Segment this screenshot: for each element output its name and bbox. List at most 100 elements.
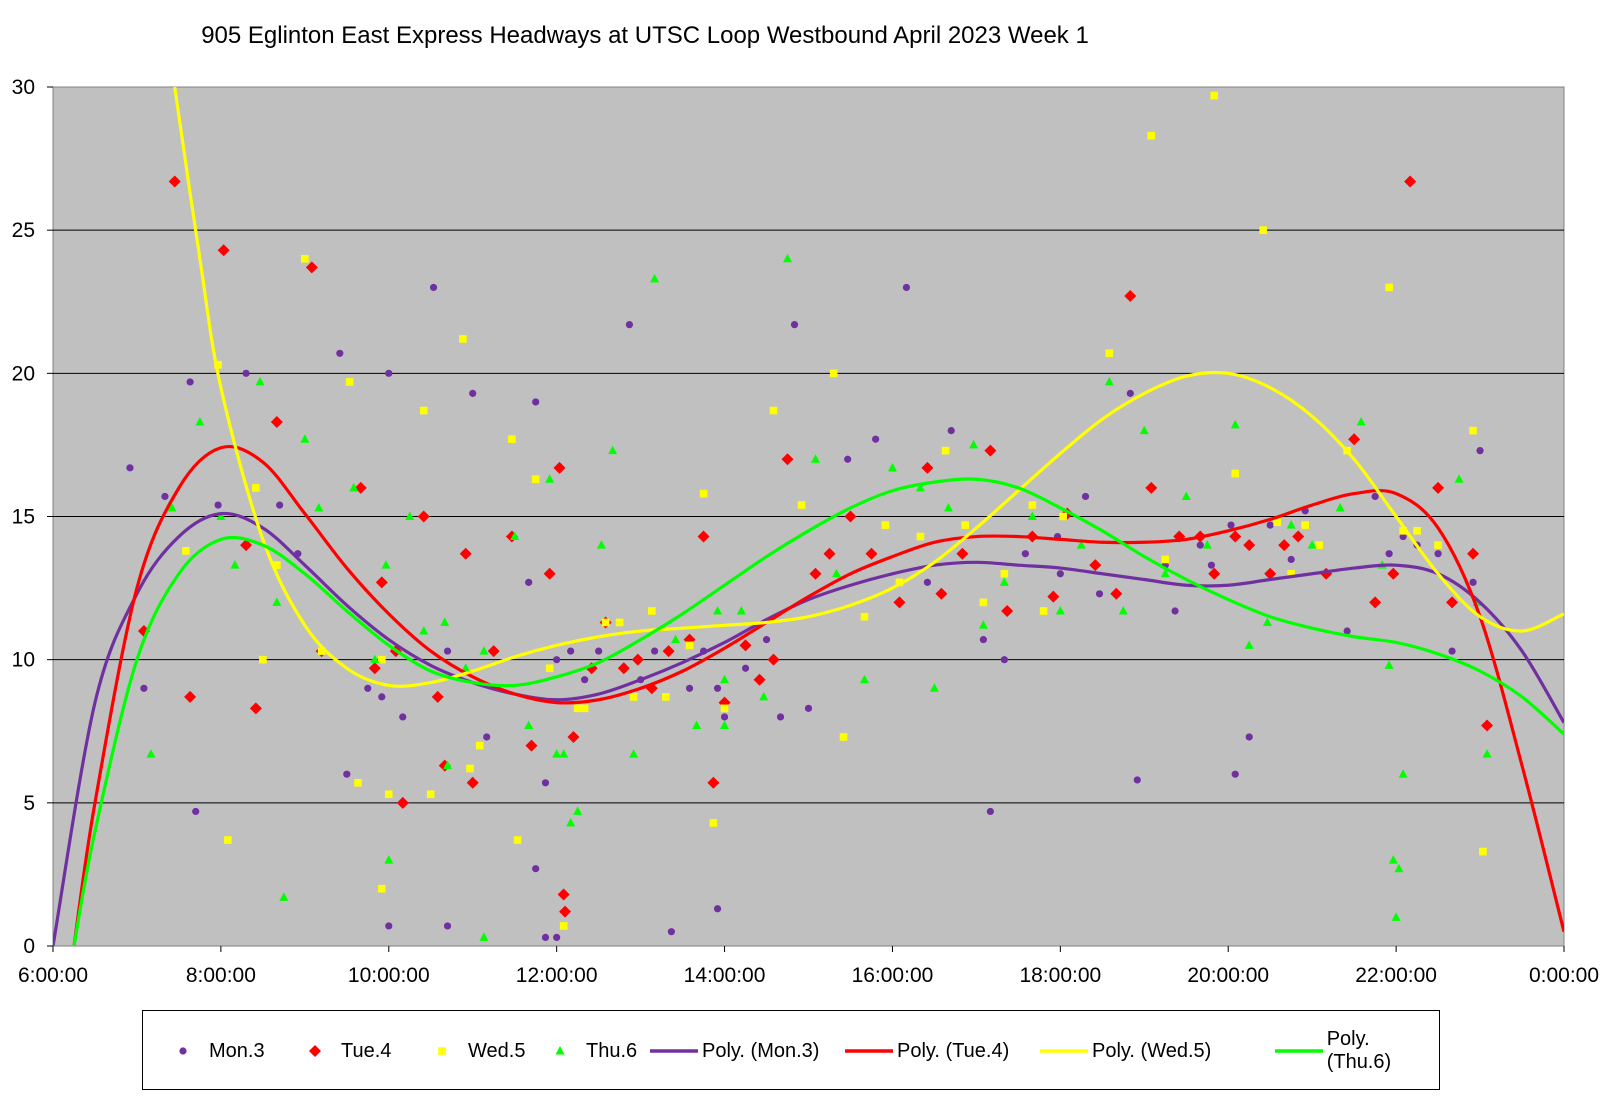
wed-5-point — [1161, 555, 1170, 564]
thu-6-point — [1394, 863, 1404, 873]
thu-6-point — [255, 376, 265, 386]
wed-5-point — [1479, 847, 1487, 856]
wed-5-point — [1059, 512, 1067, 521]
wed-5-point — [1147, 131, 1156, 140]
mon-3-point — [762, 636, 771, 644]
mon-3-point — [1245, 733, 1253, 741]
wed-5-point — [797, 501, 806, 509]
mon-3-point — [1434, 550, 1442, 558]
x-tick-label: 18:00:00 — [1019, 964, 1101, 987]
thu-6-point — [608, 445, 618, 455]
mon-3-point — [1266, 521, 1274, 529]
wed-5-point — [1259, 226, 1267, 234]
thu-6-point — [759, 691, 769, 701]
wed-5-point — [384, 790, 393, 799]
wed-5-point — [259, 655, 267, 664]
x-tick-label: 20:00:00 — [1187, 964, 1269, 987]
tue-4-point — [1404, 175, 1417, 188]
mon-3-point — [923, 578, 932, 586]
mon-3-point — [595, 647, 603, 655]
legend-item: Mon.3 — [171, 1039, 265, 1063]
wed-5-point — [1315, 541, 1323, 549]
wed-5-point — [224, 836, 232, 844]
thu-6-point — [545, 474, 555, 483]
tue-4-point — [1369, 596, 1382, 609]
thu-6-point — [1139, 425, 1149, 435]
x-tick-label: 22:00:00 — [1355, 964, 1437, 987]
mon-3-point — [1081, 492, 1090, 501]
tue-4-point — [1481, 719, 1494, 732]
tue-4-point — [431, 690, 444, 703]
thu-6-point — [692, 720, 702, 730]
wed-5-point — [1028, 501, 1037, 509]
mon-3-point — [1000, 656, 1008, 664]
thu-6-point — [1356, 417, 1366, 426]
tue-4-point — [305, 261, 318, 274]
legend-item: Poly. (Mon.3) — [648, 1039, 819, 1063]
mon-3-point — [214, 501, 222, 509]
thu-6-point — [272, 597, 282, 606]
tue-4-point — [240, 539, 253, 552]
legend: Mon.3 Tue.4 Wed.5 Thu.6 Poly. (Mon.3) Poly. (… — [142, 1010, 1440, 1090]
thu-6-point — [1262, 617, 1272, 626]
tue-4-point — [767, 653, 780, 666]
legend-label: Poly. (Wed.5) — [1092, 1039, 1212, 1062]
legend-symbol — [845, 1049, 893, 1053]
mon-3-point — [1095, 590, 1104, 598]
tue-4-point — [1387, 567, 1400, 580]
tue-4-point — [1124, 290, 1137, 303]
wed-5-point — [559, 922, 568, 930]
tue-4-point — [1145, 481, 1158, 494]
thu-6-point — [167, 502, 177, 512]
thu-6-point — [1391, 912, 1401, 921]
thu-6-point — [596, 540, 606, 549]
thu-6-point — [573, 806, 583, 815]
wed-5-point — [354, 778, 362, 787]
y-tick-label: 20 — [12, 362, 35, 385]
wed-5-point — [1105, 349, 1114, 358]
x-tick-label: 6:00:00 — [18, 964, 88, 987]
poly-thu-6-trendline — [72, 477, 1564, 946]
wed-5-point — [1039, 607, 1048, 615]
thu-6-point — [713, 605, 723, 615]
mon-3-point — [667, 928, 675, 936]
thu-6-point — [405, 511, 415, 520]
wed-5-point — [1301, 521, 1309, 529]
mon-3-point — [1196, 541, 1204, 549]
mon-3-point — [443, 922, 452, 930]
tue-4-point — [270, 416, 283, 429]
wed-5-point — [1287, 569, 1295, 578]
x-tick-label: 16:00:00 — [852, 964, 934, 987]
thu-6-point — [479, 646, 489, 655]
mon-3-point — [844, 455, 852, 463]
mon-3-point — [385, 922, 393, 930]
legend-symbol — [309, 1045, 321, 1057]
tue-4-point — [1432, 481, 1445, 494]
tue-4-point — [487, 645, 500, 658]
mon-3-point — [567, 647, 575, 655]
wed-5-point — [301, 255, 309, 263]
legend-symbol — [650, 1049, 698, 1053]
poly-wed-5-trendline — [173, 87, 1564, 688]
legend-item: Poly. (Thu.6) — [1273, 1028, 1439, 1073]
mon-3-point — [804, 704, 813, 712]
thu-6-point — [440, 617, 450, 626]
thu-6-point — [461, 663, 471, 672]
wed-5-point — [508, 435, 516, 443]
tue-4-point — [865, 547, 878, 560]
mon-3-point — [553, 656, 561, 664]
tue-4-point — [417, 510, 430, 523]
tue-4-point — [1243, 539, 1256, 552]
wed-5-point — [629, 693, 638, 701]
legend-marker-icon — [438, 1047, 446, 1055]
tue-4-point — [1446, 596, 1459, 609]
mon-3-point — [651, 647, 659, 655]
legend-symbol — [1275, 1049, 1323, 1053]
mon-3-point — [872, 435, 880, 443]
mon-3-point — [469, 389, 477, 397]
tue-4-point — [1467, 547, 1480, 560]
scatter-points — [126, 91, 1494, 942]
mon-3-point — [378, 693, 386, 701]
thu-6-point — [978, 620, 988, 629]
wed-5-point — [426, 790, 435, 799]
